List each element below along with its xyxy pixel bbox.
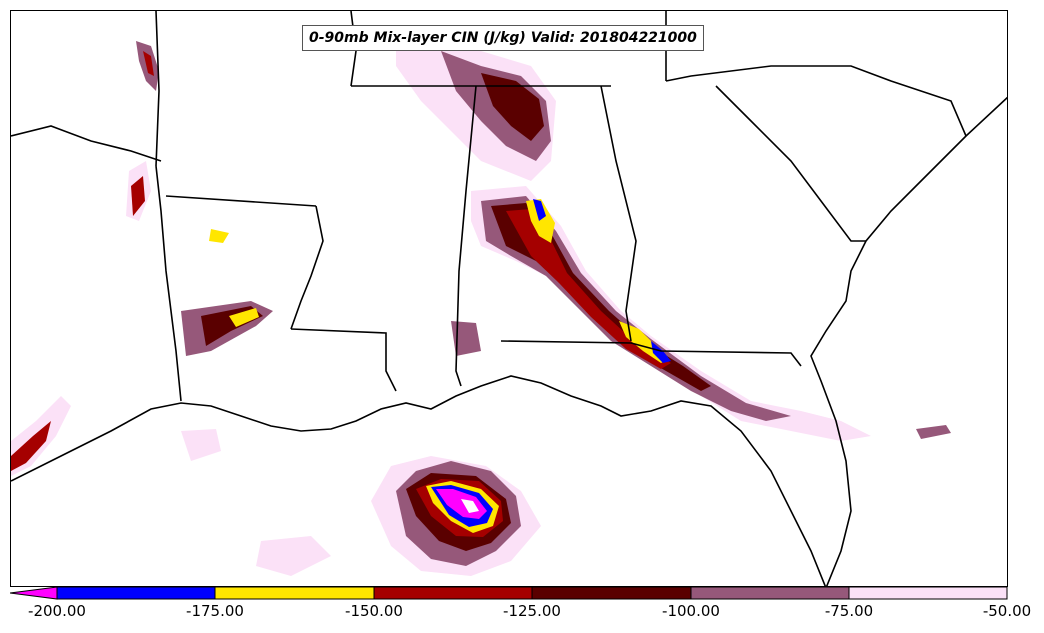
colorbar-segment-red bbox=[373, 587, 533, 600]
georgia-south-carolina-border bbox=[715, 85, 866, 242]
cin-band-outer bbox=[471, 186, 871, 441]
colorbar-segment-pink bbox=[848, 587, 1008, 600]
missouri-arkansas-border bbox=[350, 11, 357, 87]
colorbar-segment-darkred bbox=[531, 587, 692, 600]
colorbar-tick-label: -150.00 bbox=[345, 602, 403, 620]
cin-shading bbox=[11, 33, 951, 576]
cin-area-arkansas-strip-core bbox=[143, 51, 154, 76]
texas-louisiana-border bbox=[155, 165, 182, 402]
cin-area-misc-speckle-3 bbox=[451, 321, 481, 356]
louisiana-mississippi-border bbox=[290, 328, 397, 392]
mississippi-alabama-border bbox=[455, 85, 477, 387]
arkansas-louisiana-border bbox=[165, 195, 317, 207]
oklahoma-texas-border bbox=[11, 125, 162, 162]
cin-area-louisiana-streak-yellow bbox=[229, 308, 259, 327]
cin-band-yellow-1 bbox=[526, 199, 555, 243]
colorbar-segment-mauve bbox=[690, 587, 850, 600]
cin-area-misc-speckle-2 bbox=[181, 429, 221, 461]
colorbar-extend-triangle bbox=[10, 587, 58, 600]
cin-area-oklahoma-border-core bbox=[131, 176, 145, 216]
cin-band-blue-2 bbox=[651, 341, 671, 363]
alabama-georgia-border bbox=[600, 85, 637, 342]
colorbar-tick-label: -125.00 bbox=[503, 602, 561, 620]
cin-area-texas-coast-core bbox=[11, 421, 51, 471]
colorbar-tick-label: -75.00 bbox=[824, 602, 874, 620]
colorbar-segment-yellow bbox=[214, 587, 375, 600]
colorbar-tick-label: -50.00 bbox=[982, 602, 1032, 620]
colorbar-tick-label: -175.00 bbox=[186, 602, 244, 620]
colorbar-tick-label: -200.00 bbox=[28, 602, 86, 620]
colorbar-svg bbox=[10, 587, 1008, 600]
florida-alabama-border bbox=[500, 340, 802, 367]
mississippi-river bbox=[290, 205, 324, 330]
colorbar bbox=[10, 587, 1008, 600]
map-panel: 0-90mb Mix-layer CIN (J/kg) Valid: 20180… bbox=[10, 10, 1008, 587]
north-carolina-border bbox=[665, 65, 967, 137]
colorbar-segment-blue bbox=[56, 587, 216, 600]
cin-area-gulf-white bbox=[461, 499, 479, 513]
cin-band-blue-1 bbox=[533, 199, 546, 221]
cin-area-florida-east bbox=[916, 425, 951, 439]
map-title: 0-90mb Mix-layer CIN (J/kg) Valid: 20180… bbox=[302, 25, 704, 51]
cin-area-mississippi-spot bbox=[209, 229, 229, 243]
colorbar-tick-label: -100.00 bbox=[662, 602, 720, 620]
cin-band-red bbox=[506, 209, 671, 369]
cin-map bbox=[11, 11, 1007, 586]
arkansas-west-border bbox=[155, 11, 160, 167]
florida-east-coast bbox=[810, 96, 1007, 586]
cin-area-north-alabama-max bbox=[481, 73, 544, 141]
cin-area-misc-speckle-1 bbox=[256, 536, 331, 576]
gulf-coastline bbox=[11, 375, 827, 586]
